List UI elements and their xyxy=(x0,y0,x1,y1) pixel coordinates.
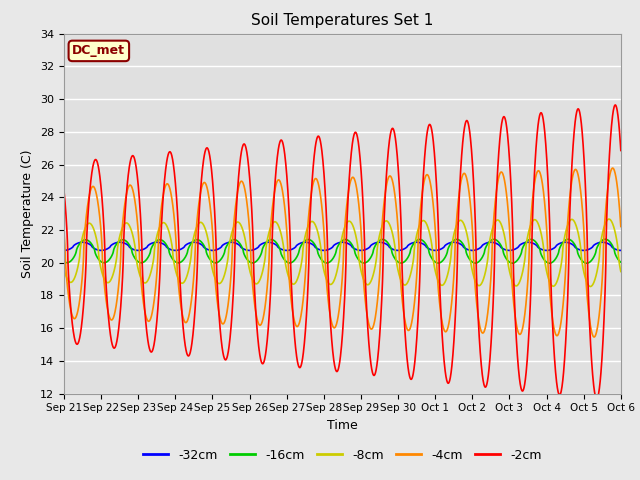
Title: Soil Temperatures Set 1: Soil Temperatures Set 1 xyxy=(252,13,433,28)
-4cm xyxy=(216,312,223,317)
-8cm xyxy=(617,269,625,275)
-2cm xyxy=(371,372,378,378)
-32cm xyxy=(216,245,223,251)
Line: -2cm: -2cm xyxy=(64,105,621,399)
-2cm xyxy=(568,169,575,175)
-4cm xyxy=(609,165,616,171)
-4cm xyxy=(583,292,591,298)
-16cm xyxy=(60,259,68,264)
-32cm xyxy=(568,241,575,247)
-2cm xyxy=(216,315,223,321)
-2cm xyxy=(617,148,625,154)
-8cm xyxy=(605,216,612,222)
-32cm xyxy=(371,240,379,246)
-16cm xyxy=(371,244,378,250)
-32cm xyxy=(359,247,367,253)
-4cm xyxy=(371,319,378,324)
-4cm xyxy=(60,230,68,236)
-16cm xyxy=(583,260,591,266)
-2cm xyxy=(504,138,512,144)
-32cm xyxy=(79,240,86,245)
-8cm xyxy=(568,216,575,222)
-8cm xyxy=(358,273,366,279)
-16cm xyxy=(584,260,591,266)
-16cm xyxy=(216,258,223,264)
Line: -4cm: -4cm xyxy=(64,168,621,337)
-32cm xyxy=(60,248,68,253)
-2cm xyxy=(358,189,366,194)
-8cm xyxy=(216,281,223,287)
-16cm xyxy=(504,258,512,264)
-2cm xyxy=(593,396,601,402)
Line: -16cm: -16cm xyxy=(64,239,621,263)
-2cm xyxy=(612,102,620,108)
Text: DC_met: DC_met xyxy=(72,44,125,58)
-8cm xyxy=(583,280,591,286)
-32cm xyxy=(617,248,625,253)
-8cm xyxy=(586,284,594,289)
-32cm xyxy=(504,248,512,253)
-32cm xyxy=(584,247,591,253)
-2cm xyxy=(583,229,591,235)
-4cm xyxy=(590,334,598,340)
-16cm xyxy=(617,259,625,265)
-8cm xyxy=(60,266,68,272)
-8cm xyxy=(504,261,512,267)
-16cm xyxy=(568,238,575,243)
X-axis label: Time: Time xyxy=(327,419,358,432)
Legend: -32cm, -16cm, -8cm, -4cm, -2cm: -32cm, -16cm, -8cm, -4cm, -2cm xyxy=(138,444,547,467)
-4cm xyxy=(358,260,366,265)
-16cm xyxy=(358,260,366,265)
Line: -8cm: -8cm xyxy=(64,219,621,287)
-2cm xyxy=(60,188,68,194)
Line: -32cm: -32cm xyxy=(64,242,621,251)
-8cm xyxy=(371,267,378,273)
-4cm xyxy=(568,180,575,186)
-4cm xyxy=(617,224,625,229)
-16cm xyxy=(602,236,609,242)
-4cm xyxy=(504,207,512,213)
Y-axis label: Soil Temperature (C): Soil Temperature (C) xyxy=(22,149,35,278)
